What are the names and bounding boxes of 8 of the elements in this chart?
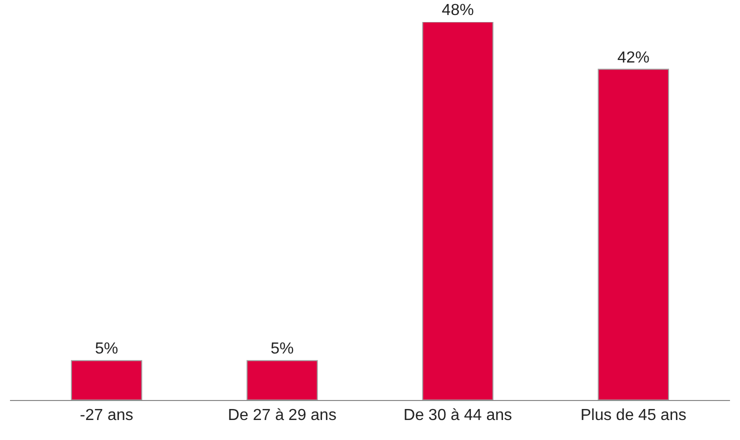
data-label: 42%: [617, 49, 650, 66]
data-label: 5%: [270, 340, 294, 358]
x-tick-label: Plus de 45 ans: [580, 407, 686, 424]
data-label: 5%: [95, 340, 118, 358]
x-tick-label: -27 ans: [80, 407, 134, 424]
x-tick-label: De 30 à 44 ans: [404, 407, 512, 424]
x-tick-label: De 27 à 29 ans: [228, 407, 336, 424]
data-label: 48%: [442, 2, 474, 19]
